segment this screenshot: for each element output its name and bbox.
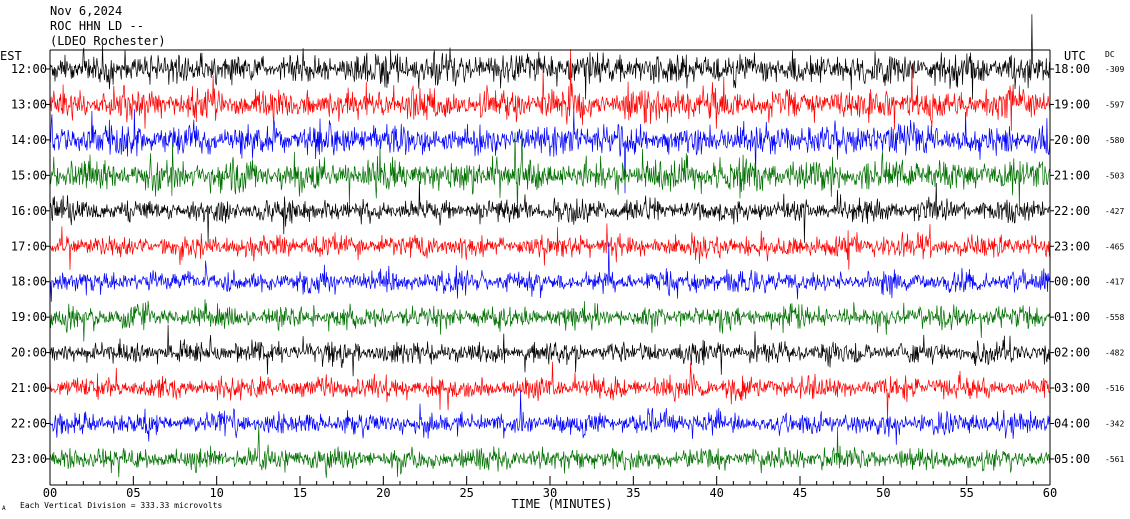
- x-axis-title: TIME (MINUTES): [511, 497, 612, 511]
- vertical-division-note: Each Vertical Division = 333.33 microvol…: [20, 501, 222, 510]
- seismic-traces: [49, 14, 1051, 478]
- est-time-label: 19:00: [11, 310, 47, 324]
- x-tick-label: 10: [209, 486, 223, 500]
- trace-row-1500: [49, 130, 1051, 214]
- trace-row-2300: [49, 424, 1051, 478]
- dc-offset-label: -417: [1105, 278, 1124, 287]
- x-tick-label: 60: [1043, 486, 1057, 500]
- est-time-label: 21:00: [11, 381, 47, 395]
- x-tick-label: 25: [459, 486, 473, 500]
- est-time-label: 15:00: [11, 168, 47, 182]
- utc-time-label: 21:00: [1054, 168, 1090, 182]
- trace-row-1300: [49, 49, 1051, 131]
- trace-row-1400: [49, 109, 1051, 194]
- dc-offset-label: -503: [1105, 171, 1124, 180]
- axis-labels: 00 05 10 15 20 25 30 35 40 45 50 55 60 12:00 18:00 -309…: [11, 62, 1125, 500]
- x-tick-label: 45: [793, 486, 807, 500]
- dc-offset-label: -580: [1105, 136, 1124, 145]
- utc-time-label: 01:00: [1054, 310, 1090, 324]
- est-time-label: 23:00: [11, 452, 47, 466]
- dc-offset-label: -561: [1105, 455, 1124, 464]
- dc-offset-label: -427: [1105, 207, 1124, 216]
- x-tick-label: 40: [709, 486, 723, 500]
- trace-row-2000: [49, 324, 1051, 377]
- trace-row-1200: [49, 14, 1051, 100]
- x-tick-label: 00: [43, 486, 57, 500]
- est-time-label: 17:00: [11, 239, 47, 253]
- est-time-label: 14:00: [11, 133, 47, 147]
- trace-row-2200: [49, 390, 1051, 445]
- dc-axis-title: DC: [1105, 50, 1115, 59]
- footer-mark: A: [2, 505, 6, 512]
- utc-time-label: 20:00: [1054, 133, 1090, 147]
- est-time-label: 16:00: [11, 204, 47, 218]
- utc-time-label: 04:00: [1054, 417, 1090, 431]
- x-tick-label: 15: [293, 486, 307, 500]
- dc-offset-label: -309: [1105, 65, 1124, 74]
- dc-offset-label: -482: [1105, 349, 1124, 358]
- utc-time-label: 02:00: [1054, 346, 1090, 360]
- utc-time-label: 22:00: [1054, 204, 1090, 218]
- utc-time-label: 18:00: [1054, 62, 1090, 76]
- trace-row-1600: [49, 180, 1051, 244]
- dc-offset-label: -465: [1105, 242, 1124, 251]
- est-time-label: 20:00: [11, 346, 47, 360]
- utc-axis-title: UTC: [1064, 49, 1086, 63]
- est-time-label: 22:00: [11, 417, 47, 431]
- dc-offset-label: -516: [1105, 384, 1124, 393]
- est-time-label: 12:00: [11, 62, 47, 76]
- plot-frame: [49, 49, 1051, 486]
- trace-row-1700: [49, 223, 1051, 270]
- header-location: (LDEO Rochester): [50, 34, 166, 48]
- trace-row-2100: [49, 361, 1051, 423]
- dc-offset-label: -597: [1105, 100, 1124, 109]
- est-axis-title: EST: [0, 49, 22, 63]
- est-time-label: 13:00: [11, 97, 47, 111]
- est-time-label: 18:00: [11, 275, 47, 289]
- x-tick-label: 05: [126, 486, 140, 500]
- x-tick-label: 55: [959, 486, 973, 500]
- utc-time-label: 00:00: [1054, 275, 1090, 289]
- utc-time-label: 03:00: [1054, 381, 1090, 395]
- header-date: Nov 6,2024: [50, 4, 122, 18]
- dc-offset-label: -558: [1105, 313, 1124, 322]
- x-tick-label: 50: [876, 486, 890, 500]
- dc-offset-label: -342: [1105, 420, 1124, 429]
- utc-time-label: 05:00: [1054, 452, 1090, 466]
- trace-row-1800: [49, 241, 1051, 302]
- header-station: ROC HHN LD --: [50, 19, 144, 33]
- x-tick-label: 35: [626, 486, 640, 500]
- x-tick-label: 30: [543, 486, 557, 500]
- utc-time-label: 19:00: [1054, 97, 1090, 111]
- trace-row-1900: [49, 299, 1051, 342]
- utc-time-label: 23:00: [1054, 239, 1090, 253]
- x-tick-label: 20: [376, 486, 390, 500]
